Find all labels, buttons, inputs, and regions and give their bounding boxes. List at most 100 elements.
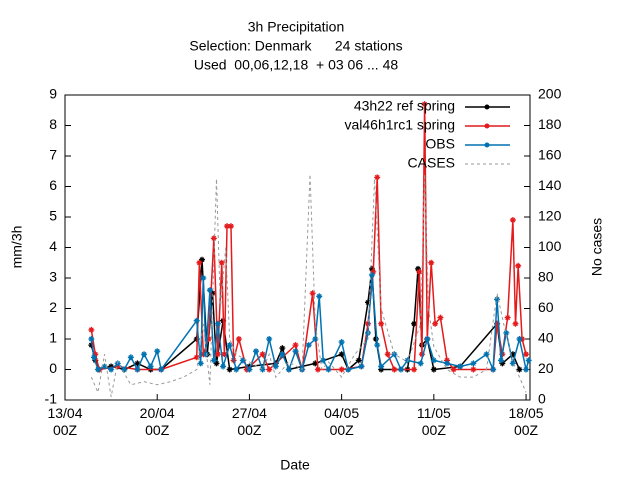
marker	[92, 351, 99, 358]
marker	[114, 363, 121, 370]
marker	[470, 360, 477, 367]
marker	[509, 360, 516, 367]
marker	[108, 366, 115, 373]
marker	[457, 363, 464, 370]
marker	[233, 366, 240, 373]
marker	[470, 366, 477, 373]
y-tick-label: 9	[49, 86, 57, 102]
marker	[516, 336, 523, 342]
y-tick-label: 3	[49, 269, 57, 285]
marker	[309, 290, 316, 297]
marker	[444, 360, 451, 367]
marker	[141, 351, 148, 358]
marker	[378, 320, 385, 327]
y-tick-label: 4	[49, 238, 57, 254]
marker	[134, 366, 141, 373]
marker	[314, 366, 321, 373]
marker	[285, 366, 292, 373]
marker	[202, 351, 209, 358]
y2-tick-label: 40	[538, 330, 554, 346]
y-tick-label: 2	[49, 299, 57, 315]
y2-tick-label: 100	[538, 238, 562, 254]
marker	[338, 351, 345, 358]
marker	[224, 223, 231, 230]
marker	[374, 174, 381, 181]
marker	[384, 351, 391, 358]
marker	[430, 366, 437, 373]
legend-marker	[484, 123, 490, 129]
marker	[391, 366, 398, 373]
x-tick-label: 20/04 00Z	[139, 405, 175, 438]
marker	[218, 259, 225, 266]
marker	[88, 336, 95, 342]
marker	[345, 366, 352, 373]
marker	[437, 314, 444, 321]
marker	[483, 351, 490, 358]
y-tick-label: -1	[45, 391, 58, 407]
marker	[134, 360, 141, 367]
legend-marker	[484, 104, 490, 110]
y-tick-label: 7	[49, 147, 57, 163]
legend-label: CASES	[408, 155, 455, 171]
marker	[259, 351, 266, 358]
x-tick-label: 13/04 00Z	[47, 405, 83, 438]
marker	[515, 262, 522, 269]
marker	[411, 366, 418, 373]
marker	[523, 351, 530, 358]
chart-subtitle: Selection: Denmark 24 stations	[189, 38, 402, 54]
marker	[523, 366, 530, 373]
marker	[121, 366, 128, 373]
x-tick-label: 27/04 00Z	[231, 405, 267, 438]
marker	[418, 351, 425, 358]
y2-tick-label: 120	[538, 208, 562, 224]
marker	[259, 366, 266, 373]
marker	[415, 265, 422, 272]
marker	[279, 351, 286, 358]
y-axis-label: mm/3h	[9, 226, 25, 269]
marker	[108, 363, 115, 370]
y2-tick-label: 20	[538, 360, 554, 376]
marker	[154, 348, 161, 355]
marker	[494, 320, 501, 327]
marker	[364, 299, 371, 306]
marker	[411, 320, 418, 327]
marker	[509, 217, 516, 224]
marker	[235, 336, 242, 342]
marker	[503, 329, 510, 336]
marker	[227, 223, 234, 230]
marker	[213, 360, 220, 367]
marker	[272, 363, 279, 370]
series-line	[90, 274, 530, 373]
series-line	[90, 104, 527, 371]
marker	[226, 366, 233, 373]
marker	[355, 357, 362, 364]
marker	[378, 363, 385, 370]
marker	[253, 348, 260, 355]
marker	[325, 366, 332, 373]
marker	[509, 351, 516, 358]
marker	[504, 314, 511, 321]
legend-label: 43h22 ref spring	[354, 98, 455, 114]
marker	[226, 342, 233, 349]
y2-tick-label: 160	[538, 147, 562, 163]
marker	[90, 354, 97, 361]
marker	[494, 296, 501, 303]
marker	[147, 363, 154, 370]
marker	[368, 265, 375, 272]
marker	[196, 259, 203, 266]
marker	[432, 320, 439, 327]
marker	[209, 290, 216, 297]
marker	[214, 320, 221, 327]
marker	[397, 366, 404, 373]
marker	[370, 268, 377, 275]
marker	[424, 336, 431, 342]
marker	[338, 339, 345, 346]
y2-tick-label: 80	[538, 269, 554, 285]
y2-tick-label: 200	[538, 86, 562, 102]
y-tick-label: 5	[49, 208, 57, 224]
marker	[246, 366, 253, 373]
marker	[450, 366, 457, 373]
marker	[88, 342, 95, 349]
y-tick-label: 0	[49, 360, 57, 376]
marker	[279, 345, 286, 352]
